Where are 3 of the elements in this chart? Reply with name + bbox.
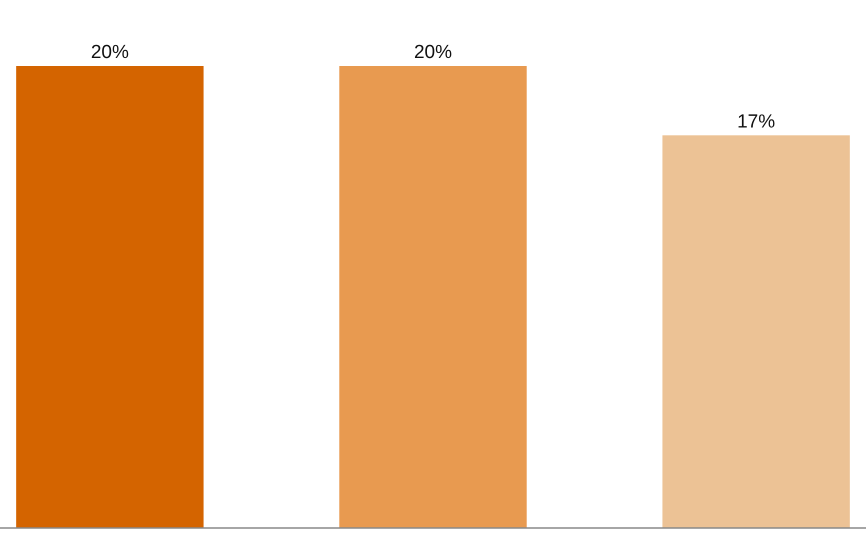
data-label: 20%: [414, 42, 452, 63]
data-label: 17%: [737, 111, 776, 132]
data-label: 20%: [90, 42, 129, 63]
